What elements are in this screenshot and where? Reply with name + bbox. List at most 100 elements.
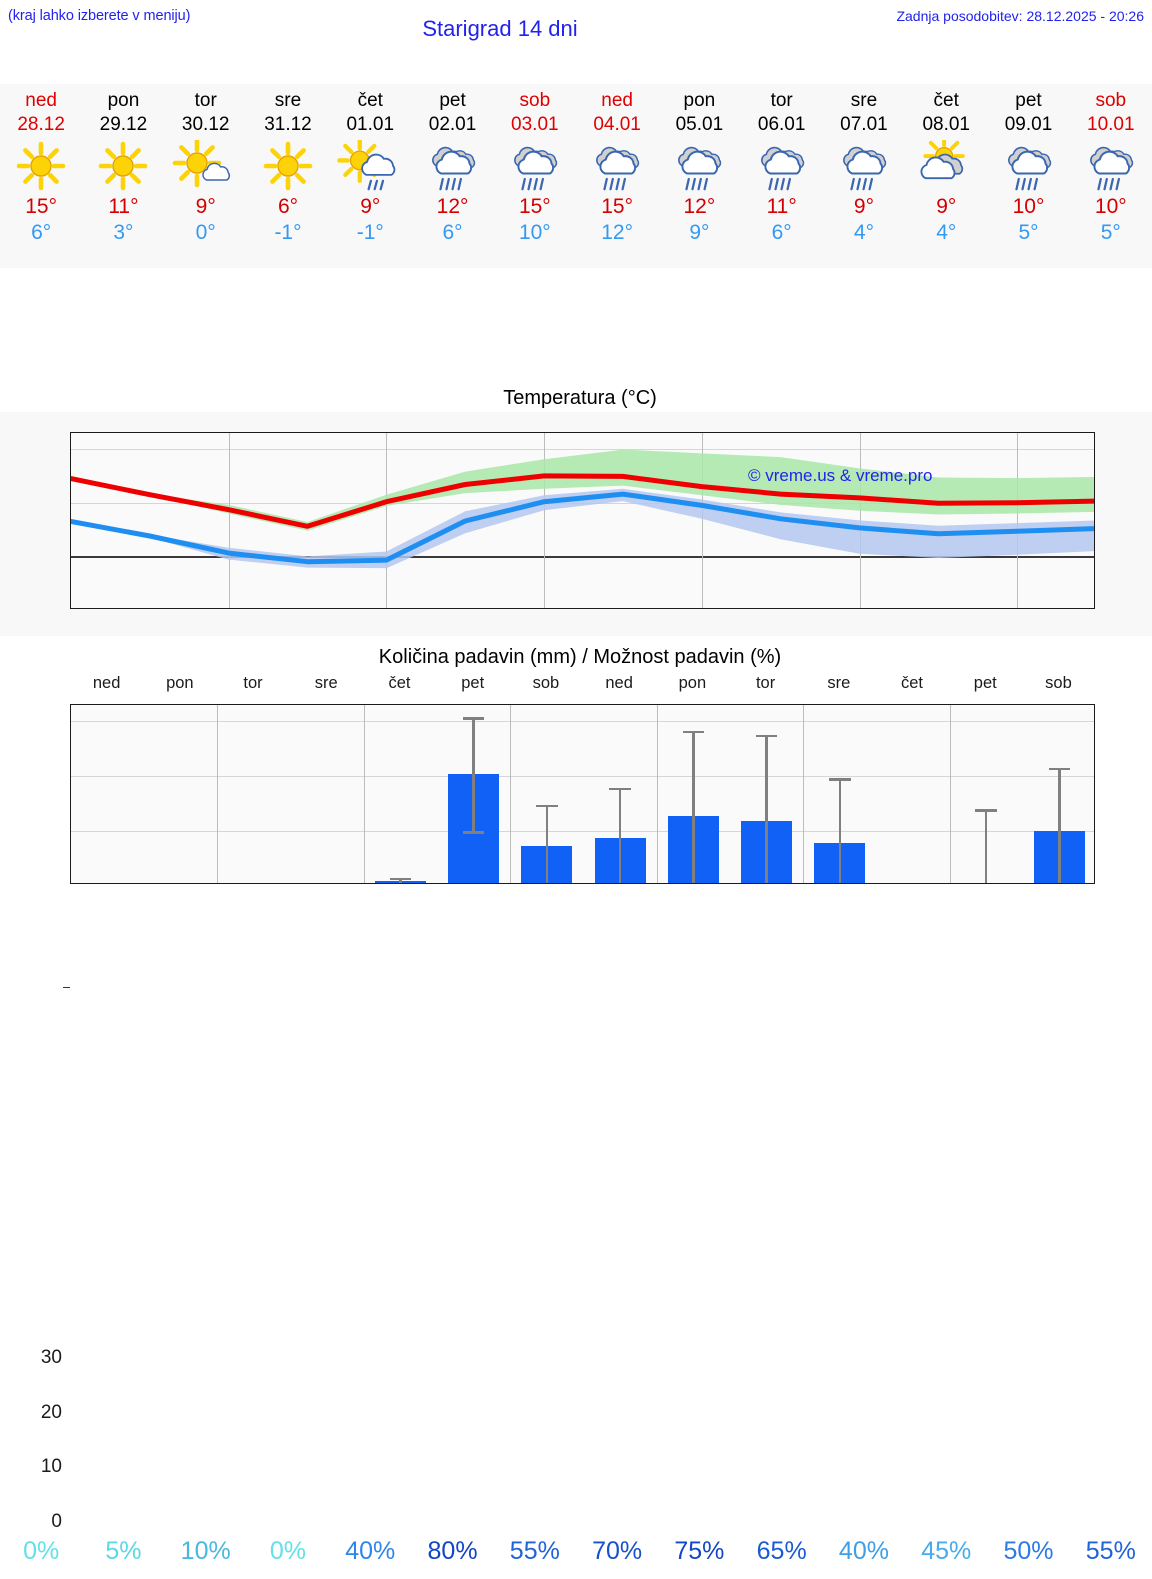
precipitation-probability-label: 55% (1070, 1537, 1152, 1579)
forecast-temp-min: -1° (274, 220, 301, 246)
precipitation-day-gridline (803, 705, 804, 883)
precipitation-day-label: pet (436, 674, 509, 700)
precipitation-day-gridline (364, 705, 365, 883)
forecast-temp-min: 4° (936, 220, 956, 246)
precipitation-error-bar (546, 805, 549, 884)
sun-icon (251, 140, 325, 192)
precipitation-plot-area (70, 704, 1095, 884)
forecast-day-name: tor (195, 89, 217, 113)
cloud-rain-icon (662, 140, 736, 192)
precipitation-day-label: sob (1022, 674, 1095, 700)
forecast-temp-min: 6° (772, 220, 792, 246)
precipitation-error-bar (765, 735, 768, 885)
forecast-day-name: pon (108, 89, 140, 113)
precipitation-day-label: pon (143, 674, 216, 700)
precipitation-day-gridline (217, 705, 218, 883)
forecast-day-name: ned (25, 89, 57, 113)
temperature-range-band (71, 450, 1095, 531)
forecast-day-name: pet (439, 89, 465, 113)
precipitation-probability-label: 75% (658, 1537, 740, 1579)
precipitation-probability-label: 40% (329, 1537, 411, 1579)
precipitation-day-gridline (657, 705, 658, 883)
page-title: Starigrad 14 dni (0, 16, 1000, 42)
forecast-temp-max: 9° (936, 194, 956, 220)
cloud-rain-icon (580, 140, 654, 192)
precipitation-day-label: tor (216, 674, 289, 700)
precipitation-day-label: ned (70, 674, 143, 700)
precipitation-probability-label: 70% (576, 1537, 658, 1579)
precipitation-day-label: čet (363, 674, 436, 700)
forecast-temp-min: 10° (519, 220, 551, 246)
forecast-temp-min: 3° (113, 220, 133, 246)
forecast-temp-min: 5° (1101, 220, 1121, 246)
forecast-day-date: 29.12 (100, 113, 148, 137)
precipitation-probability-label: 45% (905, 1537, 987, 1579)
precipitation-error-cap-top (609, 788, 631, 791)
precipitation-probability-label: 0% (247, 1537, 329, 1579)
forecast-temp-max: 9° (196, 194, 216, 220)
copyright-watermark: © vreme.us & vreme.pro (748, 466, 932, 486)
precipitation-error-cap-top (536, 805, 558, 808)
forecast-temp-min: 4° (854, 220, 874, 246)
spacer-region (0, 268, 1152, 378)
precipitation-probability-label: 50% (987, 1537, 1069, 1579)
forecast-day-name: ned (601, 89, 633, 113)
forecast-temp-min: 6° (31, 220, 51, 246)
precipitation-day-label: sre (290, 674, 363, 700)
temperature-y-tick-mark (63, 987, 70, 988)
forecast-day-name: sre (275, 89, 301, 113)
sun-cloud-rain-icon (333, 140, 407, 192)
temperature-chart-title: Temperatura (°C) (0, 378, 1152, 412)
forecast-day-name: sob (520, 89, 551, 113)
forecast-day-name: pon (684, 89, 716, 113)
precipitation-error-cap-top (829, 778, 851, 781)
forecast-temp-min: 5° (1018, 220, 1038, 246)
precipitation-probability-label: 0% (0, 1537, 82, 1579)
forecast-temp-min: 12° (601, 220, 633, 246)
cloud-rain-icon (992, 140, 1066, 192)
cloud-rain-icon (827, 140, 901, 192)
forecast-temp-max: 10° (1095, 194, 1127, 220)
forecast-temp-min: 9° (689, 220, 709, 246)
precipitation-probability-label: 5% (82, 1537, 164, 1579)
forecast-day-name: pet (1015, 89, 1041, 113)
precipitation-probability-label: 55% (494, 1537, 576, 1579)
precipitation-error-bar (692, 731, 695, 884)
forecast-temp-max: 12° (684, 194, 716, 220)
precipitation-day-gridline (510, 705, 511, 883)
forecast-temp-max: 15° (601, 194, 633, 220)
forecast-day-date: 28.12 (17, 113, 65, 137)
precipitation-y-tick-label: 30 (16, 1347, 62, 1369)
cloud-rain-icon (745, 140, 819, 192)
forecast-temp-max: 9° (360, 194, 380, 220)
forecast-day-date: 31.12 (264, 113, 312, 137)
precipitation-error-bar (1058, 768, 1061, 884)
precipitation-day-label: sob (509, 674, 582, 700)
forecast-day-date: 02.01 (429, 113, 477, 137)
precipitation-error-cap-top (1049, 768, 1071, 771)
forecast-day-date: 04.01 (593, 113, 641, 137)
sun-icon (86, 140, 160, 192)
forecast-day-date: 08.01 (922, 113, 970, 137)
precipitation-error-cap-top (463, 717, 485, 720)
forecast-day-name: tor (771, 89, 793, 113)
precipitation-probability-label: 80% (411, 1537, 493, 1579)
forecast-temp-max: 11° (767, 194, 797, 220)
precipitation-gridline (71, 831, 1094, 832)
page-header: (kraj lahko izberete v meniju) Starigrad… (0, 0, 1152, 46)
